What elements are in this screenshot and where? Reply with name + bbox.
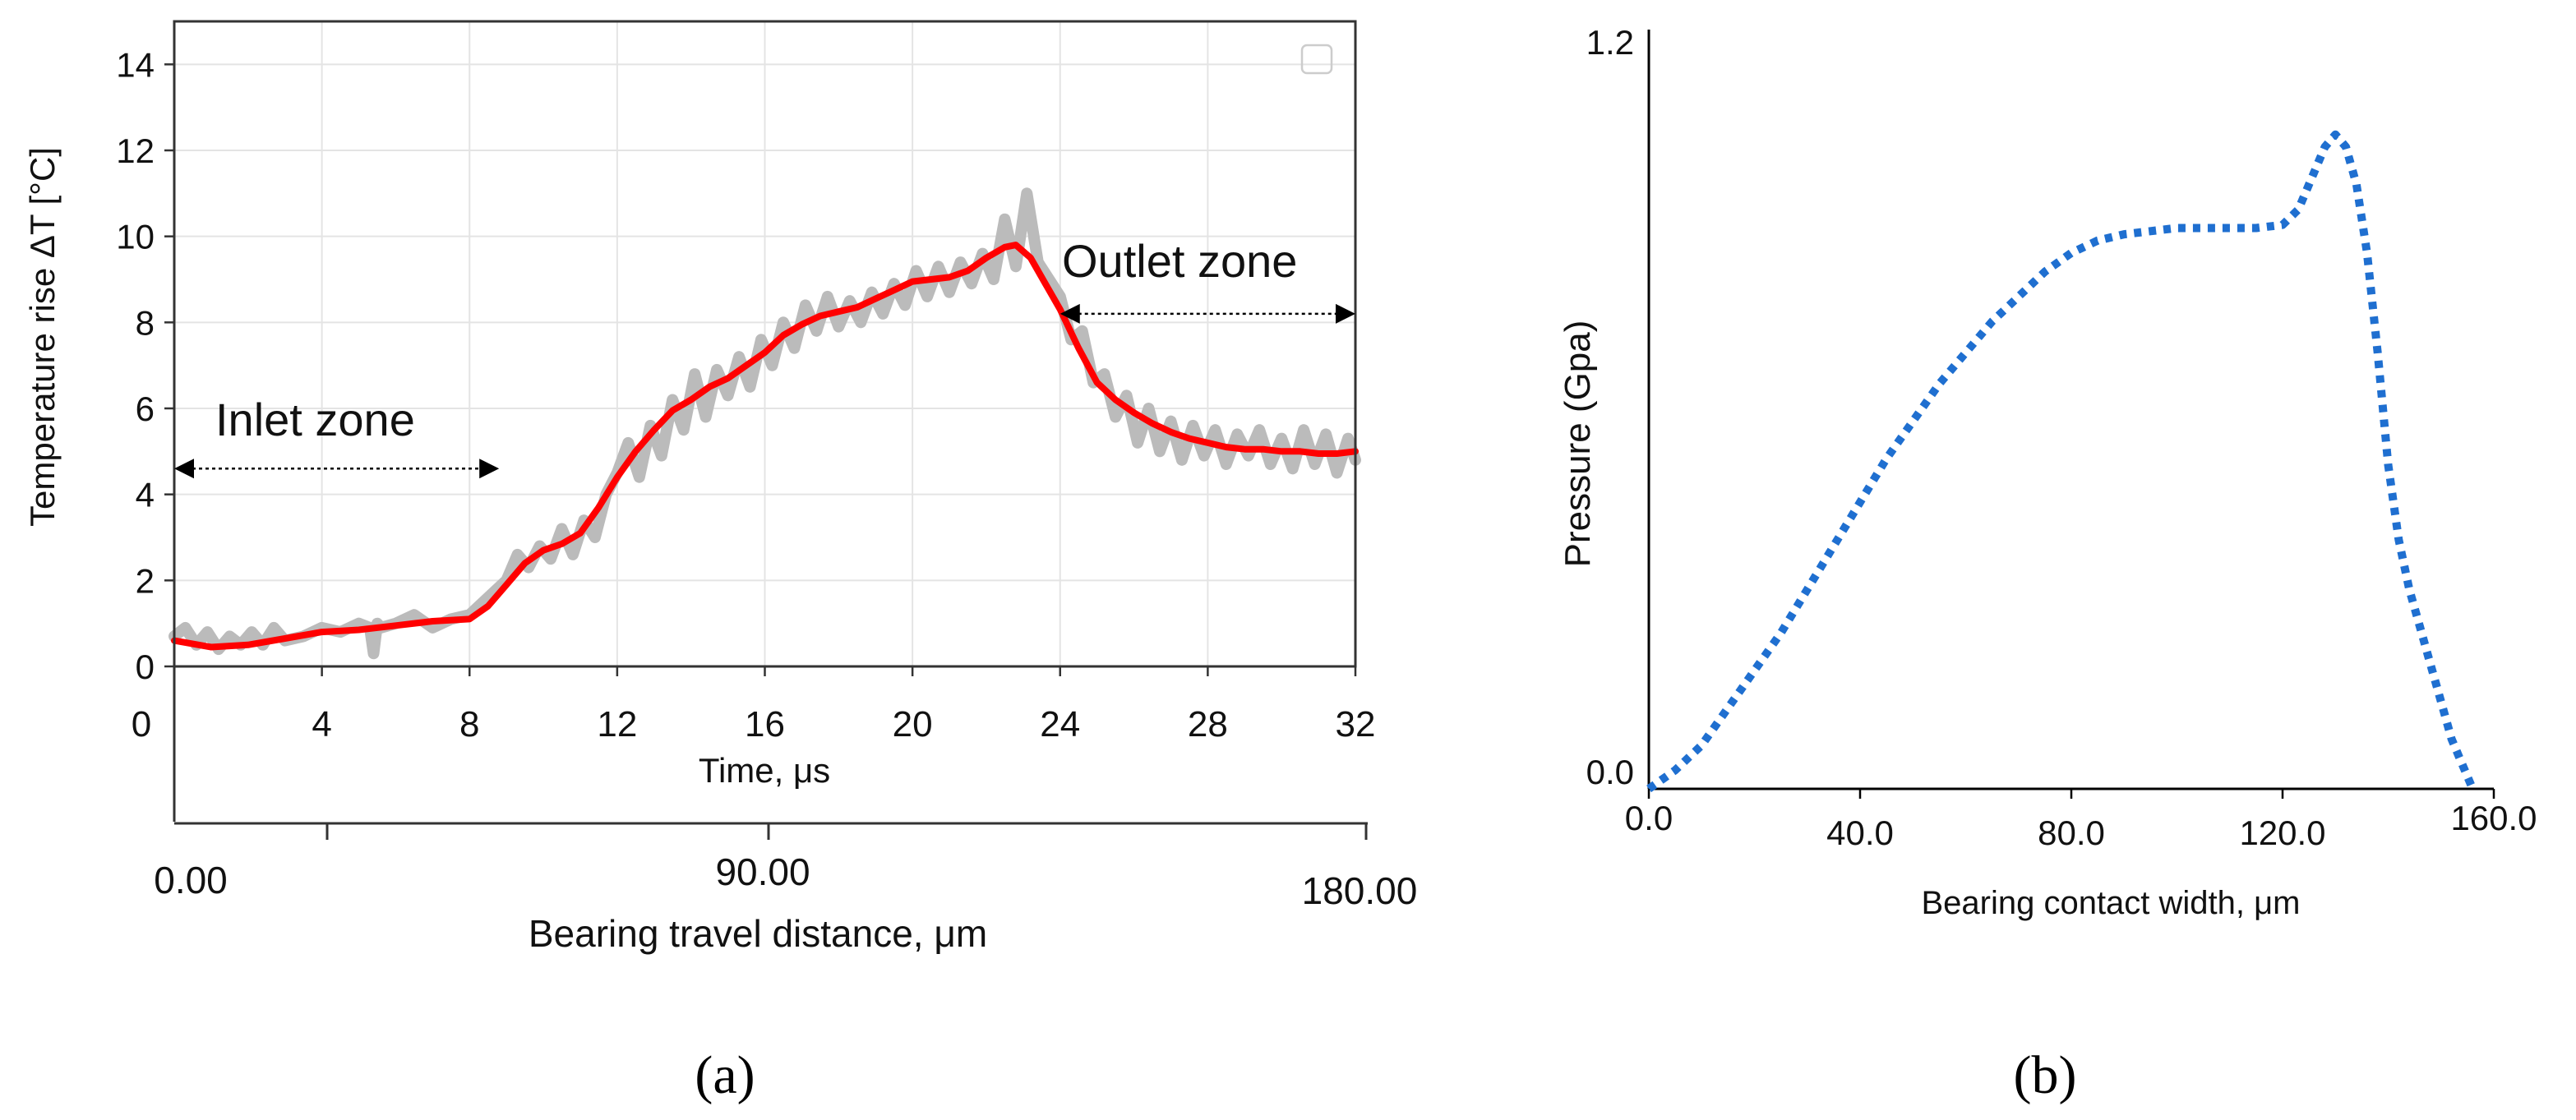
x-tick-label: 80.0 [2038, 813, 2105, 852]
panel-a-x-axis-label: Time, μs [699, 751, 830, 790]
panel-b-y-axis-label: Pressure (Gpa) [1558, 320, 1598, 568]
arrowhead-right-icon [1336, 303, 1355, 324]
panel-a-y-ticks: 0 2 4 6 8 10 12 14 [116, 45, 174, 686]
panel-b-chart: 0.0 40.0 80.0 120.0 160.0 0.0 1.2 Bearing con… [1558, 23, 2537, 1105]
y-tick-label: 14 [116, 45, 155, 84]
panel-a-legend-box [1300, 44, 1333, 75]
raw-temperature-line [169, 187, 1361, 660]
secondary-axis-tick-label: 0.00 [154, 859, 228, 901]
arrowhead-left-icon [174, 459, 194, 479]
y-tick-label: 6 [136, 389, 155, 428]
x-tick-label: 120.0 [2239, 813, 2325, 852]
y-tick-label: 8 [136, 303, 155, 342]
secondary-axis-label: Bearing travel distance, μm [529, 912, 987, 955]
y-tick-label: 12 [116, 131, 155, 170]
panel-b-y-ticks: 0.0 1.2 [1586, 23, 1634, 791]
panel-b-x-axis-label: Bearing contact width, μm [1921, 885, 2300, 921]
panel-b-series [1646, 130, 2477, 793]
pressure-line [1646, 130, 2477, 793]
y-tick-label: 10 [116, 218, 155, 256]
secondary-axis-tick-label: 180.00 [1302, 869, 1418, 912]
x-tick-label: 20 [893, 704, 933, 744]
x-tick-label: 24 [1040, 704, 1080, 744]
y-tick-label: 1.2 [1586, 23, 1634, 62]
x-tick-label: 0 [132, 704, 151, 744]
arrowhead-left-icon [1059, 303, 1080, 324]
y-tick-label: 0.0 [1586, 753, 1634, 791]
x-tick-label: 0.0 [1625, 799, 1673, 837]
panel-a-y-axis-label: Temperature rise ΔT [°C] [23, 147, 62, 527]
panel-b-caption: (b) [2014, 1045, 2077, 1105]
x-tick-label: 28 [1188, 704, 1228, 744]
inlet-zone-label: Inlet zone [215, 394, 415, 445]
x-tick-label: 4 [312, 704, 331, 744]
y-tick-label: 0 [136, 648, 155, 686]
panel-a-grid [173, 21, 1356, 667]
smoothed-temperature-line [171, 242, 1359, 651]
x-tick-label: 160.0 [2450, 799, 2537, 837]
panel-a-caption: (a) [695, 1045, 755, 1105]
y-tick-label: 4 [136, 476, 155, 514]
x-tick-label: 8 [459, 704, 479, 744]
secondary-axis-tick-label: 90.00 [715, 850, 810, 893]
y-tick-label: 2 [136, 561, 155, 600]
outlet-zone-label: Outlet zone [1062, 235, 1297, 287]
panel-b-x-ticks: 0.0 40.0 80.0 120.0 160.0 [1625, 789, 2537, 852]
panel-a-series [169, 187, 1361, 660]
x-tick-label: 12 [597, 704, 637, 744]
panel-a-annotations [174, 303, 1355, 479]
panel-a-x-ticks: 0 4 8 12 16 20 24 28 32 [132, 666, 1376, 744]
arrowhead-right-icon [479, 459, 500, 479]
x-tick-label: 16 [745, 704, 785, 744]
x-tick-label: 40.0 [1826, 813, 1894, 852]
x-tick-label: 32 [1336, 704, 1376, 744]
